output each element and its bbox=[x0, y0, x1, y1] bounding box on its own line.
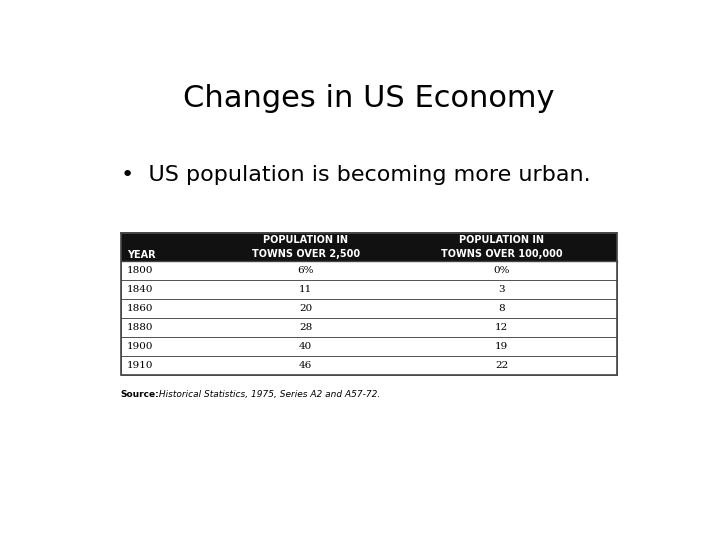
Text: 46: 46 bbox=[299, 361, 312, 369]
Text: POPULATION IN
TOWNS OVER 2,500: POPULATION IN TOWNS OVER 2,500 bbox=[251, 235, 360, 259]
Bar bbox=[121, 356, 617, 375]
Text: 1800: 1800 bbox=[127, 266, 153, 275]
Text: •  US population is becoming more urban.: • US population is becoming more urban. bbox=[121, 165, 590, 185]
Bar bbox=[121, 233, 617, 261]
Text: 1860: 1860 bbox=[127, 303, 153, 313]
Text: 1840: 1840 bbox=[127, 285, 153, 294]
Text: 22: 22 bbox=[495, 361, 508, 369]
Text: 28: 28 bbox=[299, 323, 312, 332]
Bar bbox=[121, 280, 617, 299]
Text: Source:: Source: bbox=[121, 390, 159, 400]
Text: POPULATION IN
TOWNS OVER 100,000: POPULATION IN TOWNS OVER 100,000 bbox=[441, 235, 562, 259]
Text: 11: 11 bbox=[299, 285, 312, 294]
Bar bbox=[121, 299, 617, 318]
Text: 20: 20 bbox=[299, 303, 312, 313]
Text: 0%: 0% bbox=[494, 266, 510, 275]
Text: 8: 8 bbox=[498, 303, 505, 313]
Text: YEAR: YEAR bbox=[127, 249, 156, 260]
Bar bbox=[121, 318, 617, 336]
Bar bbox=[121, 261, 617, 280]
Text: 19: 19 bbox=[495, 342, 508, 350]
Text: 40: 40 bbox=[299, 342, 312, 350]
Text: Historical Statistics, 1975, Series A2 and A57-72.: Historical Statistics, 1975, Series A2 a… bbox=[156, 390, 380, 400]
Text: Changes in US Economy: Changes in US Economy bbox=[184, 84, 554, 112]
Text: 1880: 1880 bbox=[127, 323, 153, 332]
Text: 1910: 1910 bbox=[127, 361, 153, 369]
Text: 12: 12 bbox=[495, 323, 508, 332]
Text: 1900: 1900 bbox=[127, 342, 153, 350]
Text: 3: 3 bbox=[498, 285, 505, 294]
Text: 6%: 6% bbox=[297, 266, 314, 275]
Bar bbox=[121, 336, 617, 356]
